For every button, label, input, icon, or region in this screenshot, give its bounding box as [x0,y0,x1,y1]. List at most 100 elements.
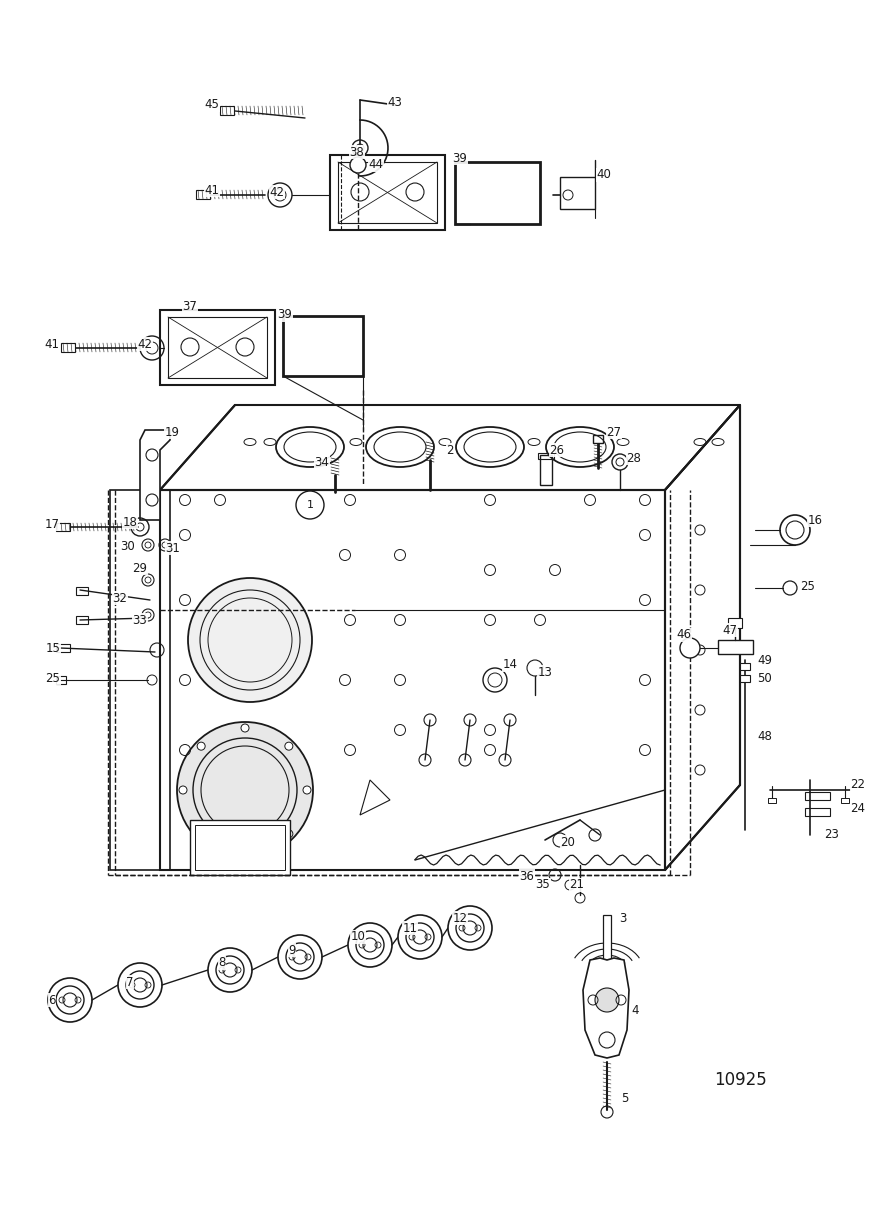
Text: 43: 43 [387,95,402,109]
Bar [540,455,552,485]
Text: 41: 41 [44,337,60,351]
Text: 35: 35 [536,879,550,892]
Text: 7: 7 [126,975,134,989]
Bar [160,490,665,870]
Text: 39: 39 [452,152,467,165]
Text: 13: 13 [538,666,553,678]
Circle shape [146,342,158,354]
Text: 33: 33 [133,613,148,627]
Text: 8: 8 [218,957,226,969]
Circle shape [351,183,369,200]
Text: 3: 3 [619,912,627,925]
Bar [338,163,437,222]
Text: 42: 42 [270,186,285,198]
Bar [76,587,88,595]
Bar [560,177,595,209]
Bar [455,163,540,224]
Circle shape [285,742,293,750]
Text: 10: 10 [351,930,366,943]
Bar [168,316,267,378]
Circle shape [680,638,700,657]
Bar [768,798,776,803]
Text: 28: 28 [627,451,642,464]
Circle shape [356,931,384,959]
Text: 45: 45 [205,99,220,111]
Circle shape [216,956,244,984]
Text: 6: 6 [48,993,56,1007]
Bar [56,644,70,653]
Circle shape [456,914,484,942]
Text: 11: 11 [402,921,417,935]
Circle shape [56,986,84,1014]
Circle shape [126,971,154,1000]
Circle shape [198,830,206,838]
Circle shape [118,963,162,1007]
Circle shape [236,338,254,356]
Text: 37: 37 [182,301,198,314]
Circle shape [303,786,311,794]
Circle shape [179,786,187,794]
Circle shape [48,978,92,1022]
Text: 47: 47 [723,623,738,637]
Bar [718,640,753,654]
Circle shape [406,923,434,951]
Circle shape [448,906,492,949]
Text: 2: 2 [446,444,454,457]
Circle shape [241,723,249,732]
Text: 18: 18 [123,516,137,528]
Circle shape [348,923,392,967]
Bar [220,106,234,115]
Text: 19: 19 [165,425,180,439]
Circle shape [177,722,313,858]
Text: 34: 34 [314,456,329,468]
Text: 29: 29 [133,561,148,574]
Circle shape [278,935,322,979]
Circle shape [274,189,286,200]
Circle shape [406,183,424,200]
Text: 50: 50 [757,672,773,684]
Text: 23: 23 [824,829,839,842]
Bar [56,523,70,532]
Bar [283,316,363,376]
Text: 31: 31 [166,541,181,555]
Text: 49: 49 [757,654,773,666]
Text: 32: 32 [112,591,127,605]
Bar [110,490,170,870]
Text: 4: 4 [631,1003,639,1017]
Circle shape [188,578,312,701]
Polygon shape [583,958,629,1058]
Bar [195,825,285,870]
Text: 30: 30 [121,540,135,554]
Bar [740,664,750,670]
Circle shape [350,156,366,174]
Circle shape [296,491,324,519]
Text: 24: 24 [851,802,865,815]
Bar [728,618,742,628]
Text: 46: 46 [676,628,692,642]
Bar [160,310,275,385]
Bar [841,798,849,803]
Bar [196,189,210,199]
Text: 44: 44 [368,159,384,171]
Text: 25: 25 [45,672,61,684]
Polygon shape [360,780,390,815]
Text: 10925: 10925 [714,1070,766,1089]
Text: 27: 27 [606,425,621,439]
Text: 39: 39 [278,308,293,321]
Text: 40: 40 [596,169,611,182]
Circle shape [241,848,249,855]
Text: 21: 21 [570,879,585,892]
Bar [593,435,603,444]
Circle shape [198,742,206,750]
Text: 15: 15 [45,642,61,655]
Text: 5: 5 [621,1091,628,1105]
Bar [76,616,88,624]
Bar [805,792,830,800]
Text: 26: 26 [549,444,564,457]
Bar [330,155,445,230]
Text: 20: 20 [561,836,576,848]
Bar [603,915,611,960]
Circle shape [208,948,252,992]
Bar [56,676,66,684]
Text: 41: 41 [205,183,220,197]
